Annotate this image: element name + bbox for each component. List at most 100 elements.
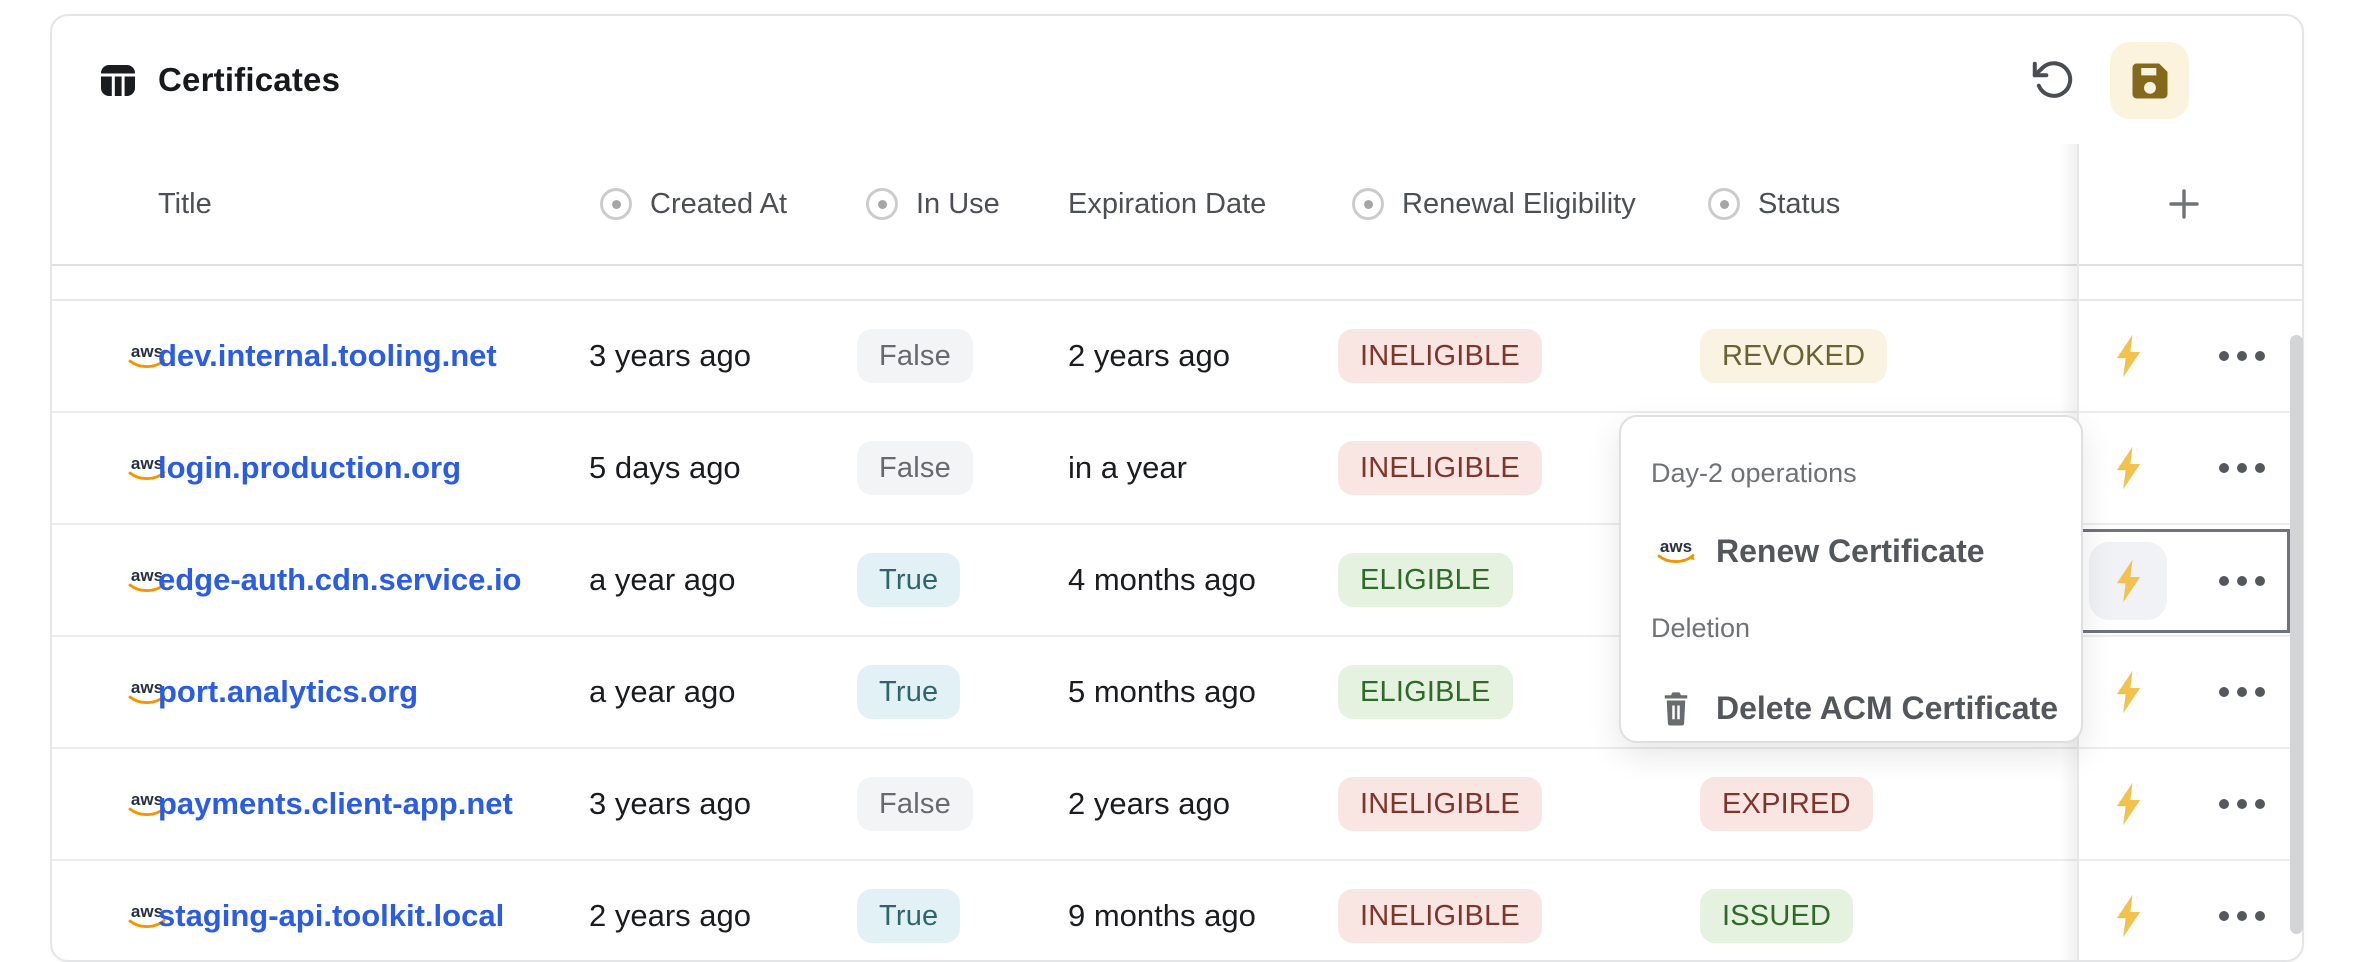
more-actions-button[interactable] xyxy=(2203,542,2281,620)
renewal-badge: ELIGIBLE xyxy=(1338,665,1513,719)
renewal-badge: INELIGIBLE xyxy=(1338,889,1542,943)
row-actions-cell xyxy=(2079,413,2290,523)
expiration-value: 5 months ago xyxy=(1068,674,1256,709)
table-header-row: Title Created At In Use Expiration Date … xyxy=(52,144,2302,266)
in-use-badge: True xyxy=(857,889,961,943)
panel-header: Certificates xyxy=(52,16,2302,146)
quick-action-button[interactable] xyxy=(2088,542,2167,620)
menu-item-delete-acm-certificate[interactable]: Delete ACM Certificate xyxy=(1651,677,2061,739)
quick-action-button[interactable] xyxy=(2089,429,2167,507)
aws-icon: aws xyxy=(124,565,170,595)
quick-action-button[interactable] xyxy=(2089,317,2167,395)
in-use-badge: True xyxy=(857,553,961,607)
ellipsis-icon xyxy=(2218,351,2265,361)
table-row: aws staging-api.toolkit.local 2 years ag… xyxy=(52,861,2302,960)
certificate-link[interactable]: edge-auth.cdn.service.io xyxy=(158,562,522,597)
computed-column-icon xyxy=(866,188,898,220)
row-actions-cell xyxy=(2079,749,2290,859)
ellipsis-icon xyxy=(2218,463,2265,473)
column-header-renewal-eligibility[interactable]: Renewal Eligibility xyxy=(1352,144,1636,264)
in-use-badge: False xyxy=(857,441,973,495)
certificates-table-panel: Certificates Title Created At In Use xyxy=(50,14,2304,962)
quick-action-button[interactable] xyxy=(2089,653,2167,731)
computed-column-icon xyxy=(1708,188,1740,220)
svg-text:aws: aws xyxy=(131,566,163,585)
created-at-value: 3 years ago xyxy=(589,786,751,821)
menu-section-label: Day-2 operations xyxy=(1651,457,1857,488)
ellipsis-icon xyxy=(2218,576,2265,586)
created-at-value: 2 years ago xyxy=(589,898,751,933)
ellipsis-icon xyxy=(2218,799,2265,809)
certificate-link[interactable]: login.production.org xyxy=(158,450,462,485)
quick-action-button[interactable] xyxy=(2089,765,2167,843)
in-use-badge: False xyxy=(857,777,973,831)
aws-icon: aws xyxy=(124,453,170,483)
svg-text:aws: aws xyxy=(1660,537,1692,556)
ellipsis-icon xyxy=(2218,911,2265,921)
column-header-title[interactable]: Title xyxy=(158,187,212,220)
row-actions-menu: Day-2 operations aws Renew Certificate D… xyxy=(1619,415,2083,743)
expiration-value: 2 years ago xyxy=(1068,786,1230,821)
lightning-icon xyxy=(2116,446,2140,490)
more-actions-button[interactable] xyxy=(2203,317,2281,395)
lightning-icon xyxy=(2116,782,2140,826)
quick-action-button[interactable] xyxy=(2089,877,2167,955)
svg-text:aws: aws xyxy=(131,790,163,809)
vertical-scrollbar-thumb[interactable] xyxy=(2290,335,2303,934)
status-badge: EXPIRED xyxy=(1700,777,1873,831)
svg-text:aws: aws xyxy=(131,342,163,361)
aws-icon: aws xyxy=(1651,536,1701,566)
computed-column-icon xyxy=(1352,188,1384,220)
created-at-value: a year ago xyxy=(589,674,736,709)
expiration-value: 2 years ago xyxy=(1068,338,1230,373)
menu-item-renew-certificate[interactable]: aws Renew Certificate xyxy=(1651,520,2061,582)
undo-button[interactable] xyxy=(2027,54,2079,106)
table-icon xyxy=(100,62,136,98)
ellipsis-icon xyxy=(2218,687,2265,697)
created-at-value: 5 days ago xyxy=(589,450,741,485)
row-actions-cell xyxy=(2079,861,2290,960)
svg-text:aws: aws xyxy=(131,678,163,697)
status-badge: ISSUED xyxy=(1700,889,1854,943)
table-row-partial xyxy=(52,264,2302,301)
aws-icon: aws xyxy=(124,901,170,931)
in-use-badge: False xyxy=(857,329,973,383)
more-actions-button[interactable] xyxy=(2203,653,2281,731)
certificate-link[interactable]: dev.internal.tooling.net xyxy=(158,338,497,373)
column-header-created-at[interactable]: Created At xyxy=(600,144,787,264)
lightning-icon xyxy=(2116,670,2140,714)
aws-icon: aws xyxy=(124,677,170,707)
more-actions-button[interactable] xyxy=(2203,877,2281,955)
column-header-in-use[interactable]: In Use xyxy=(866,144,1000,264)
expiration-value: 4 months ago xyxy=(1068,562,1256,597)
created-at-value: a year ago xyxy=(589,562,736,597)
row-actions-cell xyxy=(2079,301,2290,411)
trash-icon xyxy=(1651,690,1701,726)
more-actions-button[interactable] xyxy=(2203,429,2281,507)
column-header-expiration-date[interactable]: Expiration Date xyxy=(1068,187,1267,220)
save-button[interactable] xyxy=(2110,42,2189,119)
renewal-badge: INELIGIBLE xyxy=(1338,441,1542,495)
created-at-value: 3 years ago xyxy=(589,338,751,373)
more-actions-button[interactable] xyxy=(2203,765,2281,843)
aws-icon: aws xyxy=(124,789,170,819)
lightning-icon xyxy=(2116,894,2140,938)
renewal-badge: ELIGIBLE xyxy=(1338,553,1513,607)
certificate-link[interactable]: staging-api.toolkit.local xyxy=(158,898,505,933)
column-header-status[interactable]: Status xyxy=(1708,144,1840,264)
plus-icon xyxy=(2168,189,2199,219)
aws-icon: aws xyxy=(124,341,170,371)
certificate-link[interactable]: payments.client-app.net xyxy=(158,786,513,821)
panel-title: Certificates xyxy=(158,61,341,98)
renewal-badge: INELIGIBLE xyxy=(1338,777,1542,831)
add-column-button[interactable] xyxy=(2077,144,2290,264)
lightning-icon xyxy=(2116,334,2140,378)
table-row: aws dev.internal.tooling.net 3 years ago… xyxy=(52,301,2302,413)
certificate-link[interactable]: port.analytics.org xyxy=(158,674,419,709)
menu-section-label: Deletion xyxy=(1651,612,1751,643)
row-actions-cell-focused xyxy=(2079,529,2290,633)
row-actions-cell xyxy=(2079,637,2290,747)
in-use-badge: True xyxy=(857,665,961,719)
svg-text:aws: aws xyxy=(131,902,163,921)
computed-column-icon xyxy=(600,188,632,220)
